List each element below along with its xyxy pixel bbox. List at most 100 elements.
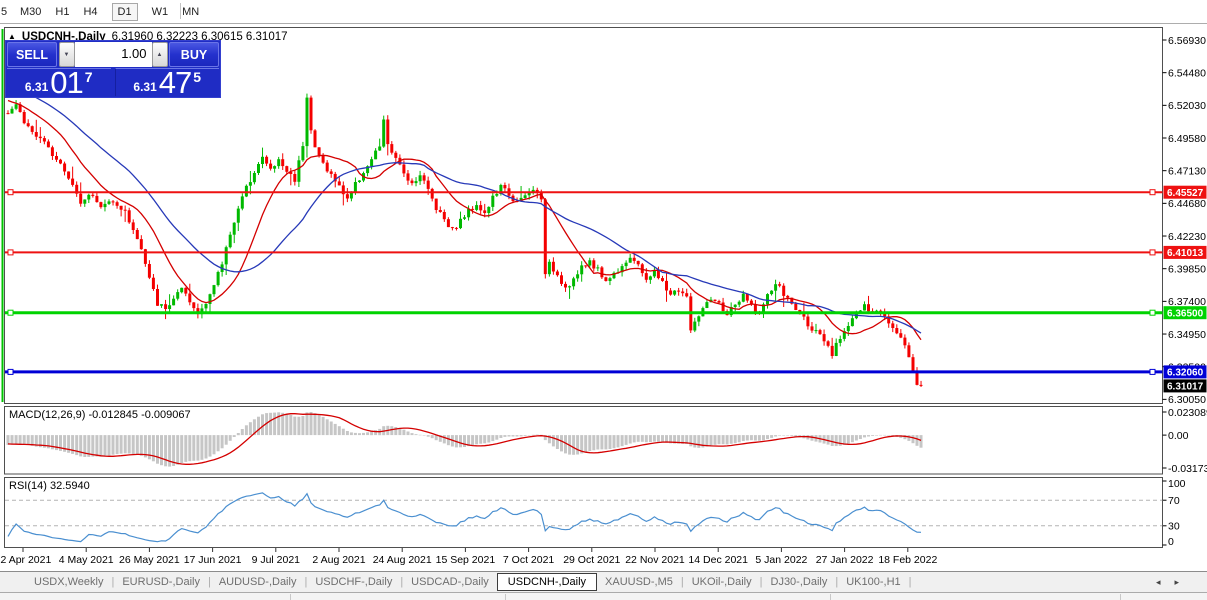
candle-body (503, 185, 507, 189)
timeframe-button-mn[interactable]: MN (182, 5, 200, 18)
macd-histogram-bar (297, 416, 301, 436)
volume-input[interactable]: 1.00 (74, 42, 152, 67)
date-axis-label: 12 Apr 2021 (0, 554, 51, 566)
macd-histogram-bar (640, 435, 644, 442)
ask-price-display[interactable]: 6.31 47 5 (114, 67, 219, 98)
price-axis-label: 6.34950 (1168, 329, 1206, 341)
candle-body (669, 290, 673, 295)
timeframe-button-w1[interactable]: W1 (151, 5, 169, 18)
candle-body (38, 136, 42, 139)
collapse-panel-arrow-icon[interactable]: ▲ (8, 32, 16, 41)
candle-body (919, 384, 923, 386)
tab-scroll-left-icon[interactable]: ◂ (1155, 577, 1175, 587)
tab-ukoil-daily[interactable]: UKOil-,Daily (691, 576, 752, 588)
level-handle-left[interactable] (7, 309, 14, 316)
macd-histogram-bar (99, 435, 103, 457)
macd-histogram-bar (471, 435, 475, 446)
price-level-chip (1163, 306, 1207, 320)
candle-body (640, 264, 644, 274)
candle-body (240, 196, 244, 209)
level-handle-right[interactable] (1149, 368, 1156, 375)
macd-histogram-bar (790, 435, 794, 436)
tab-dj30-daily[interactable]: DJ30-,Daily (770, 576, 828, 588)
candle-body (139, 239, 143, 250)
tab-uk100-h1[interactable]: UK100-,H1 (846, 576, 901, 588)
candle-body (34, 132, 38, 137)
candle-body (790, 297, 794, 304)
tab-scroll-arrows[interactable]: ◂▸ (1156, 577, 1193, 588)
macd-histogram-bar (770, 435, 774, 438)
tab-usdchf-daily[interactable]: USDCHF-,Daily (315, 576, 393, 588)
macd-histogram-bar (584, 435, 588, 453)
macd-histogram-bar (677, 435, 681, 444)
candle-body (766, 294, 769, 305)
rsi-panel[interactable] (4, 477, 1163, 548)
candle-body (560, 275, 563, 284)
macd-histogram-bar (592, 435, 596, 451)
tab-separator: | (207, 576, 211, 588)
tab-xauusd-m5[interactable]: XAUUSD-,M5 (605, 576, 673, 588)
candle-body (406, 173, 410, 181)
macd-histogram-bar (277, 412, 281, 436)
candle-body (608, 278, 612, 281)
tab-usdcnh-daily[interactable]: USDCNH-,Daily (496, 573, 598, 591)
macd-histogram-bar (232, 435, 236, 437)
macd-histogram-bar (414, 434, 418, 436)
macd-histogram-bar (636, 435, 640, 442)
macd-histogram-bar (406, 431, 410, 436)
candle-body (822, 334, 826, 342)
tab-audusd-daily[interactable]: AUDUSD-,Daily (218, 576, 297, 588)
tab-usdcad-daily[interactable]: USDCAD-,Daily (411, 576, 489, 588)
level-handle-right[interactable] (1149, 309, 1156, 316)
candle-body (297, 160, 301, 182)
timeframe-button-m30[interactable]: M30 (20, 5, 42, 18)
tab-eurusd-daily[interactable]: EURUSD-,Daily (122, 576, 200, 588)
macd-histogram-bar (156, 435, 159, 464)
level-handle-left[interactable] (7, 368, 14, 375)
candle-body (228, 234, 232, 248)
bid-price-display[interactable]: 6.31 01 7 (7, 67, 111, 98)
candle-body (232, 222, 236, 235)
level-handle-left[interactable] (7, 249, 14, 256)
candle-body (774, 284, 778, 291)
macd-histogram-bar (200, 435, 204, 460)
timeframe-button-h4[interactable]: H4 (83, 5, 98, 18)
timeframe-button-h1[interactable]: H1 (55, 5, 70, 18)
candle-body (681, 291, 685, 294)
candle-body (527, 192, 531, 196)
date-axis-label: 26 May 2021 (119, 554, 180, 566)
status-divider (1120, 594, 1121, 600)
timeframe-button-d1[interactable]: D1 (111, 2, 138, 21)
tab-usdx-weekly[interactable]: USDX,Weekly (34, 576, 104, 588)
candle-body (26, 123, 30, 127)
macd-histogram-bar (374, 430, 378, 436)
buy-button[interactable]: BUY (169, 42, 219, 67)
macd-histogram-bar (196, 435, 200, 461)
level-handle-left[interactable] (7, 189, 14, 196)
rsi-axis-label: 70 (1168, 495, 1180, 507)
macd-histogram-bar (123, 435, 127, 454)
level-handle-right[interactable] (1149, 189, 1156, 196)
candle-body (261, 156, 264, 164)
candle-body (826, 341, 830, 346)
volume-decrement-button[interactable]: ▼ (58, 42, 75, 67)
macd-histogram-bar (656, 435, 660, 442)
timeframe-button-5[interactable]: 5 (1, 5, 8, 18)
macd-histogram-bar (252, 419, 256, 436)
macd-histogram-bar (305, 412, 309, 436)
macd-histogram-bar (55, 435, 58, 451)
macd-histogram-bar (208, 435, 212, 457)
level-handle-right[interactable] (1149, 249, 1156, 256)
macd-histogram-bar (164, 435, 168, 467)
macd-histogram-bar (244, 425, 248, 436)
tab-separator: | (680, 576, 684, 588)
macd-histogram-bar (838, 435, 842, 446)
macd-histogram-bar (863, 435, 866, 438)
volume-increment-button[interactable]: ▲ (151, 42, 168, 67)
chart-tabs: USDX,Weekly | EURUSD-,Daily | AUDUSD-,Daily |… (26, 573, 912, 591)
macd-histogram-bar (131, 435, 135, 454)
macd-histogram-bar (810, 435, 814, 441)
sell-button[interactable]: SELL (7, 42, 57, 67)
tab-scroll-right-icon[interactable]: ▸ (1174, 577, 1193, 587)
